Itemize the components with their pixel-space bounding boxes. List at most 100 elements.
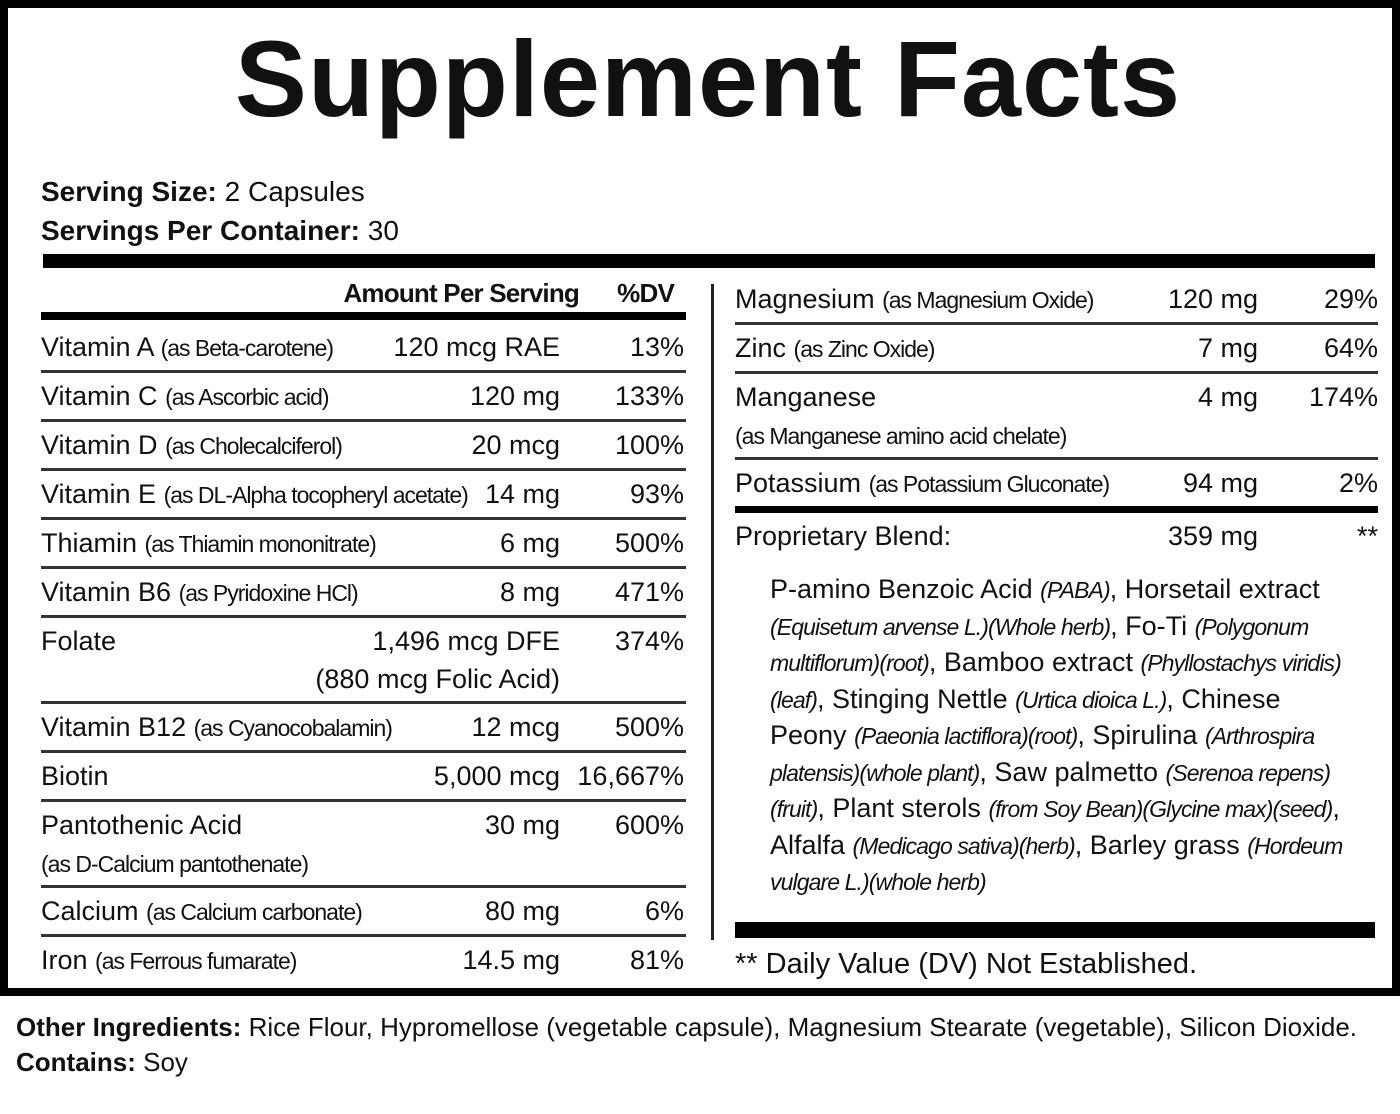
ingredient-text: , Chinese Peony — [770, 683, 1288, 751]
row-line: Pantothenic Acid 30 mg 600% — [41, 802, 686, 848]
row-line: Proprietary Blend: 359 mg ** — [735, 513, 1378, 559]
rule — [43, 254, 1375, 268]
nutrient-row: Biotin 5,000 mcg 16,667% — [41, 753, 686, 802]
amount: 7 mg — [1197, 333, 1258, 363]
amount: 14.5 mg — [462, 945, 560, 975]
nutrient-source: (as Calcium carbonate) — [146, 899, 363, 925]
row-line: (880 mcg Folic Acid) — [41, 664, 686, 701]
rule — [735, 922, 1375, 938]
divider — [711, 284, 714, 940]
row-line: (as Manganese amino acid chelate) — [735, 420, 1378, 457]
row-line: Vitamin B12 (as Cyanocobalamin) 12 mcg 500… — [41, 704, 686, 750]
ingredient-text: , Plant sterols — [817, 793, 989, 823]
amount: 120 mcg RAE — [393, 332, 560, 362]
nutrient-name: Folate — [41, 626, 117, 656]
ingredient-text: (Serenoa repens)(fruit) — [770, 759, 1331, 823]
row-line: Vitamin E (as DL-Alpha tocopheryl acetat… — [41, 471, 686, 517]
nutrient-source: (as Potassium Gluconate) — [868, 471, 1111, 497]
daily-value: 29% — [1323, 284, 1378, 314]
other-ingredients: Other Ingredients: Rice Flour, Hypromell… — [16, 1010, 1386, 1045]
nutrient-source: (as Ascorbic acid) — [165, 384, 330, 410]
right-table: Magnesium (as Magnesium Oxide) 120 mg 29% Z… — [735, 276, 1378, 559]
nutrient-name: Vitamin B6 — [41, 577, 172, 607]
nutrient-name: Vitamin E — [41, 479, 157, 509]
amount: 8 mg — [499, 577, 560, 607]
ingredient-text: , Alfalfa — [770, 793, 1346, 860]
label: Servings Per Container: — [41, 215, 360, 246]
row-line: Calcium (as Calcium carbonate) 80 mg 6% — [41, 888, 686, 934]
nutrient-name: Vitamin B12 — [41, 712, 187, 742]
serving-size: Serving Size: 2 Capsules — [41, 176, 365, 208]
nutrient-source: (as Magnesium Oxide) — [882, 287, 1094, 313]
amount: 1,496 mcg DFE — [372, 626, 560, 656]
row-line: Manganese 4 mg 174% — [735, 374, 1378, 420]
dv-header: %DV — [617, 278, 675, 308]
nutrient-row: Iron (as Ferrous fumarate) 14.5 mg 81% — [41, 937, 686, 983]
ingredient-text: , Fo-Ti — [1110, 610, 1195, 641]
nutrient-row: Vitamin B12 (as Cyanocobalamin) 12 mcg 500… — [41, 704, 686, 753]
nutrient-source: (as Thiamin mononitrate) — [144, 531, 377, 557]
amount-header: Amount Per Serving — [343, 278, 579, 308]
nutrient-name: Iron — [41, 945, 88, 975]
nutrient-row: Folate 1,496 mcg DFE 374% (880 mcg Folic Ac… — [41, 618, 686, 704]
daily-value: 600% — [614, 810, 684, 840]
nutrient-row: Magnesium (as Magnesium Oxide) 120 mg 29% — [735, 276, 1378, 325]
row-line: Vitamin B6 (as Pyridoxine HCl) 8 mg 471% — [41, 569, 686, 615]
ingredient-text: , Spirulina — [1077, 720, 1205, 750]
nutrient-name: Potassium — [735, 468, 862, 498]
daily-value: 500% — [614, 712, 684, 742]
row-line: Folate 1,496 mcg DFE 374% — [41, 618, 686, 664]
ingredient-text: P-amino Benzoic Acid — [770, 574, 1041, 604]
nutrient-name: Proprietary Blend: — [735, 521, 952, 551]
nutrient-source: (as Ferrous fumarate) — [95, 948, 297, 974]
daily-value: 6% — [644, 896, 684, 926]
ingredient-text: , Barley grass — [1074, 829, 1248, 860]
nutrient-row: Vitamin C (as Ascorbic acid) 120 mg 133% — [41, 373, 686, 422]
ingredient-text: , Saw palmetto — [979, 756, 1166, 787]
amount: 30 mg — [484, 810, 560, 840]
row-line: Magnesium (as Magnesium Oxide) 120 mg 29% — [735, 276, 1378, 322]
row-line: Thiamin (as Thiamin mononitrate) 6 mg 500% — [41, 520, 686, 566]
ingredient-text: (Paeonia lactiflora)(root) — [854, 723, 1078, 749]
ingredient-text: (Polygonum multiflorum)(root) — [770, 613, 1314, 677]
nutrient-name: Vitamin A — [41, 332, 154, 362]
nutrient-row: Manganese 4 mg 174% (as Manganese amino aci… — [735, 374, 1378, 460]
ingredient-text: , Horsetail extract — [1109, 574, 1328, 604]
nutrient-name: Pantothenic Acid — [41, 810, 243, 840]
nutrient-source: (as Manganese amino acid chelate) — [735, 423, 1067, 449]
label: Serving Size: — [41, 176, 217, 207]
daily-value: 16,667% — [577, 761, 684, 791]
other-info: Other Ingredients: Rice Flour, Hypromell… — [16, 1010, 1386, 1080]
nutrient-name: Biotin — [41, 761, 109, 791]
nutrient-name: Vitamin C — [41, 381, 158, 411]
title: Supplement Facts — [234, 18, 1182, 139]
nutrient-name: Calcium — [41, 896, 139, 926]
nutrient-source: (as D-Calcium pantothenate) — [41, 851, 309, 877]
amount: 120 mg — [469, 381, 560, 411]
nutrient-row: Pantothenic Acid 30 mg 600% (as D-Calcium p… — [41, 802, 686, 888]
label: Other Ingredients: — [16, 1012, 242, 1042]
daily-value: 81% — [629, 945, 684, 975]
servings-per-container: Servings Per Container: 30 — [41, 215, 399, 247]
nutrient-row: Vitamin E (as DL-Alpha tocopheryl acetat… — [41, 471, 686, 520]
amount: 4 mg — [1197, 382, 1258, 412]
value: 2 Capsules — [224, 176, 365, 207]
nutrient-name: Magnesium — [735, 284, 875, 314]
daily-value: 93% — [629, 479, 684, 509]
row-line: Potassium (as Potassium Gluconate) 94 mg 2… — [735, 460, 1378, 506]
ingredient-text: , Bamboo extract — [928, 647, 1141, 677]
nutrient-row: Potassium (as Potassium Gluconate) 94 mg 2… — [735, 460, 1378, 513]
nutrient-row: Vitamin A (as Beta-carotene) 120 mcg RAE 1… — [41, 324, 686, 373]
daily-value: 13% — [629, 332, 684, 362]
ingredient-text: (Equisetum arvense L.)(Whole herb) — [770, 613, 1111, 640]
nutrient-row: Zinc (as Zinc Oxide) 7 mg 64% — [735, 325, 1378, 374]
ingredient-text: (Urtica dioica L.) — [1015, 686, 1167, 713]
rule — [41, 312, 686, 320]
nutrient-source: (as Zinc Oxide) — [793, 336, 936, 362]
nutrient-row: Vitamin B6 (as Pyridoxine HCl) 8 mg 471% — [41, 569, 686, 618]
row-line: Zinc (as Zinc Oxide) 7 mg 64% — [735, 325, 1378, 371]
amount: 120 mg — [1167, 284, 1258, 314]
ingredient-text: (Arthrospira platensis)(whole plant) — [770, 723, 1320, 786]
ingredient-text: (PABA) — [1040, 577, 1110, 603]
